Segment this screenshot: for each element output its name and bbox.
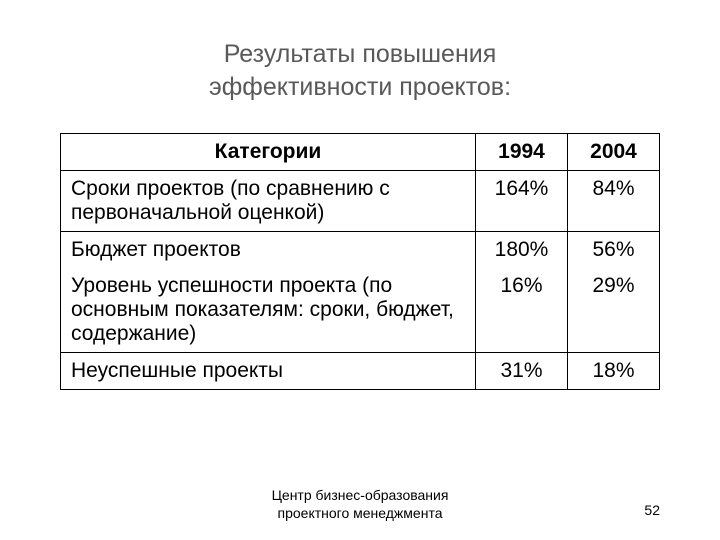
cell-value: 56% [568, 232, 660, 269]
footer-text: Центр бизнес-образования проектного мене… [0, 487, 720, 522]
header-2004: 2004 [568, 134, 660, 171]
table-row: Уровень успешности проекта (по основным … [61, 268, 660, 353]
page-number: 52 [644, 502, 660, 518]
footer-line-2: проектного менеджмента [278, 505, 443, 521]
cell-value: 180% [476, 232, 568, 269]
cell-value: 16% [476, 268, 568, 353]
table-row: Неуспешные проекты 31% 18% [61, 353, 660, 390]
table-container: Категории 1994 2004 Сроки проектов (по с… [60, 133, 660, 390]
header-category: Категории [61, 134, 476, 171]
footer-line-1: Центр бизнес-образования [272, 487, 449, 503]
cell-label: Неуспешные проекты [61, 353, 476, 390]
cell-value: 31% [476, 353, 568, 390]
cell-value: 164% [476, 171, 568, 232]
table-header-row: Категории 1994 2004 [61, 134, 660, 171]
table-row: Бюджет проектов 180% 56% [61, 232, 660, 269]
title-line-1: Результаты повышения [224, 40, 497, 68]
cell-label: Сроки проектов (по сравнению с первонача… [61, 171, 476, 232]
title-line-2: эффективности проектов: [209, 73, 511, 101]
cell-value: 84% [568, 171, 660, 232]
table-row: Сроки проектов (по сравнению с первонача… [61, 171, 660, 232]
cell-label: Бюджет проектов [61, 232, 476, 269]
cell-value: 29% [568, 268, 660, 353]
header-1994: 1994 [476, 134, 568, 171]
cell-label: Уровень успешности проекта (по основным … [61, 268, 476, 353]
slide-title: Результаты повышения эффективности проек… [0, 0, 720, 103]
cell-value: 18% [568, 353, 660, 390]
data-table: Категории 1994 2004 Сроки проектов (по с… [60, 133, 660, 390]
